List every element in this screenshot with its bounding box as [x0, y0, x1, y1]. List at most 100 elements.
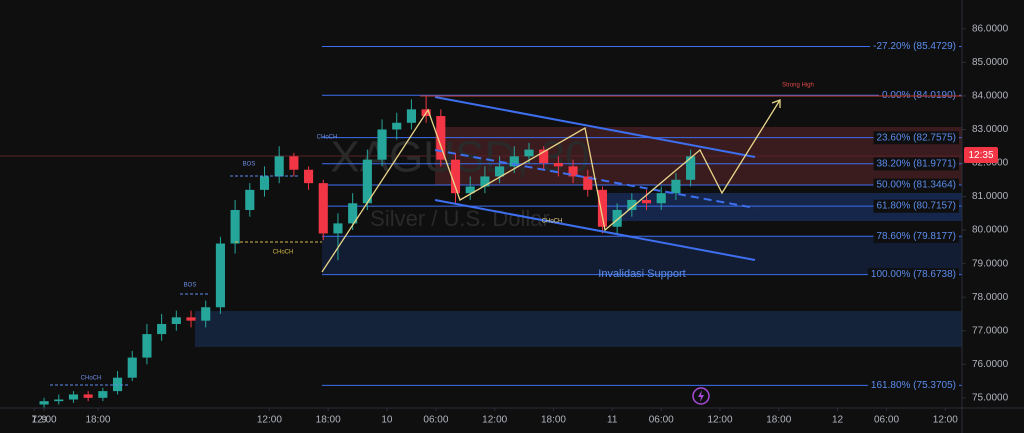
x-tick-label: 9: [41, 415, 47, 426]
x-tick-label: 12:00: [482, 415, 507, 426]
fib-label: 50.00% (81.3464): [876, 180, 956, 191]
candles: [39, 95, 696, 408]
candle-body: [171, 317, 181, 325]
y-tick-label: 79.0000: [972, 258, 1009, 269]
candle-body: [54, 399, 64, 402]
candle-body: [597, 189, 608, 227]
event-icon-bolt: [698, 390, 704, 402]
candle-body: [641, 199, 652, 204]
y-tick-label: 86.0000: [972, 23, 1009, 34]
x-tick-label: 12:00: [707, 415, 732, 426]
fib-label-bg: [873, 157, 959, 171]
x-tick-label: 06:00: [874, 415, 899, 426]
x-tick-label: 12: [832, 415, 844, 426]
candle-body: [612, 209, 622, 227]
annotation: CHoCH: [273, 250, 294, 256]
x-tick-label: 18:00: [766, 415, 791, 426]
candle-body: [274, 156, 284, 177]
price-axis: [962, 0, 1024, 433]
x-tick-label: 7: [32, 415, 38, 426]
annotation: Strong High: [782, 83, 814, 89]
candle-body: [230, 209, 240, 244]
candle-body: [112, 377, 123, 392]
fib-label-bg: [873, 199, 959, 213]
candle-body: [289, 156, 299, 170]
annotation: CHoCH: [542, 219, 563, 225]
annotation: Invalidasi Support: [598, 268, 685, 280]
candle-body: [539, 149, 549, 164]
x-tick-label: 12:00: [32, 415, 57, 426]
demand-zone: [195, 311, 962, 347]
x-tick-label: 10: [381, 415, 393, 426]
y-tick-label: 80.0000: [972, 225, 1009, 236]
y-tick-label: 84.0000: [972, 91, 1009, 102]
candle-body: [68, 394, 79, 400]
fib-levels: -27.20% (85.4729) 0.00% (84.0190) 23.60% (…: [322, 40, 962, 393]
fib-label-bg: [873, 131, 959, 145]
candle-body: [333, 223, 343, 234]
candle-body: [304, 169, 314, 184]
y-tick-label: 78.0000: [972, 292, 1009, 303]
countdown: 12:35: [968, 150, 993, 161]
projection-path: [321, 99, 781, 273]
fib-label: 38.20% (81.9771): [876, 158, 956, 169]
candle-body: [583, 176, 593, 190]
y-tick-label: 82.0000: [972, 158, 1009, 169]
annotation: CHoCH: [81, 376, 102, 382]
candle-body: [524, 149, 534, 157]
candle-body: [671, 179, 681, 194]
candle-body: [362, 159, 372, 204]
x-tick-label: 12:00: [933, 415, 958, 426]
x-tick-label: 18:00: [316, 415, 341, 426]
countdown-box: [964, 147, 998, 163]
candle-body: [436, 116, 446, 160]
fib-label-bg: [873, 178, 959, 192]
candle-body: [201, 307, 211, 321]
watermark-subtitle: Silver / U.S. Dollar: [370, 206, 550, 231]
fib-label: 100.00% (78.6738): [871, 269, 956, 280]
candle-body: [553, 163, 563, 167]
event-icon[interactable]: [692, 387, 710, 405]
candle-body: [83, 394, 93, 398]
candle-body: [245, 189, 255, 210]
candle-body: [656, 193, 666, 204]
support-zone: [322, 236, 962, 274]
candle-body: [377, 129, 387, 160]
x-tick-label: 11: [607, 415, 618, 426]
y-tick-label: 81.0000: [972, 191, 1009, 202]
candle-body: [627, 199, 637, 210]
candle-body: [392, 122, 402, 130]
annotation: BOS: [184, 283, 197, 289]
x-tick-label: 18:00: [541, 415, 566, 426]
candle-body: [142, 334, 152, 358]
y-tick-label: 85.0000: [972, 57, 1009, 68]
candle-body: [348, 203, 358, 224]
y-tick-label: 77.0000: [972, 325, 1009, 336]
fib-label-bg: [879, 88, 959, 102]
fib-label-bg: [867, 379, 959, 393]
x-tick-label: 06:00: [649, 415, 674, 426]
fib-label-bg: [867, 268, 959, 282]
fib-label: 161.80% (75.3705): [871, 380, 956, 391]
axes: 86.0000 85.0000 84.0000 83.0000 82.0000 81.00…: [32, 23, 1009, 425]
channel-line: [434, 199, 756, 261]
y-tick-label: 76.0000: [972, 359, 1009, 370]
fib-label-bg: [873, 229, 959, 243]
x-tick-label: 12:00: [257, 415, 282, 426]
x-tick-label: 06:00: [423, 415, 448, 426]
candle-body: [465, 186, 475, 194]
fib-label: 78.60% (79.8177): [876, 231, 956, 242]
annotation: BOS: [243, 162, 256, 168]
candle-body: [98, 391, 108, 398]
candle-body: [39, 401, 49, 405]
candle-body: [215, 243, 225, 308]
arrow-head: [771, 99, 781, 108]
y-tick-label: 75.0000: [972, 392, 1009, 403]
candle-body: [127, 357, 137, 378]
fib-label: 61.80% (80.7157): [876, 201, 956, 212]
y-tick-label: 83.0000: [972, 124, 1009, 135]
x-tick-label: 18:00: [85, 415, 110, 426]
candle-body: [318, 183, 328, 234]
fib-label: 0.00% (84.0190): [882, 90, 956, 101]
